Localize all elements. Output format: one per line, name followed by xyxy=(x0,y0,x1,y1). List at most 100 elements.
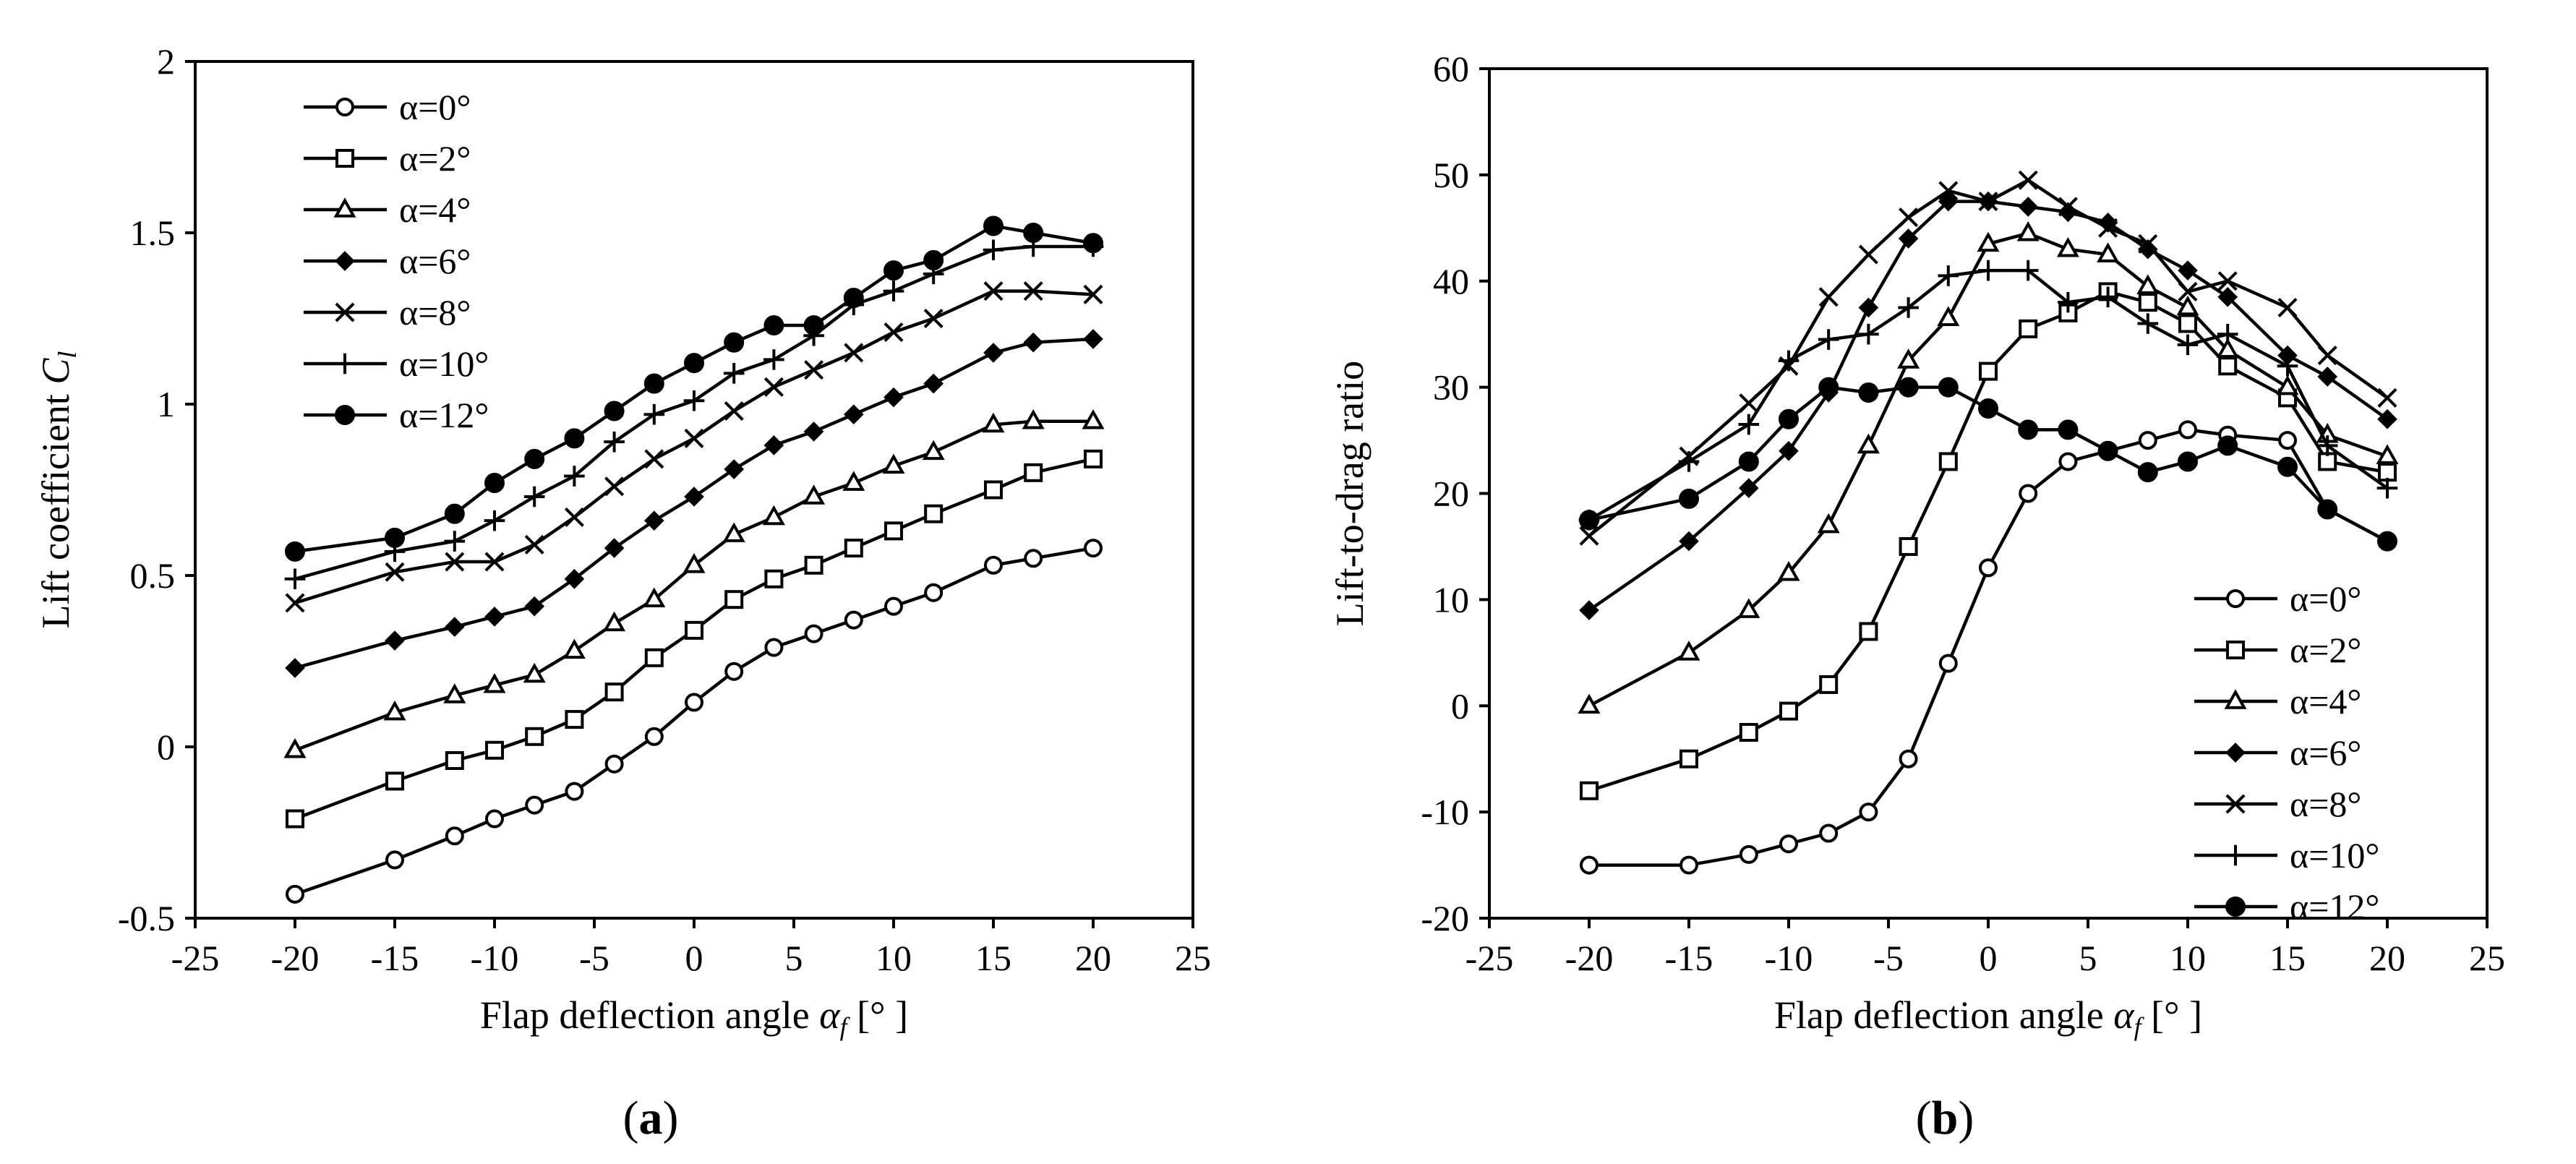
series-diamond-filled xyxy=(1579,191,2397,620)
panel-label: (b) xyxy=(1916,1092,1974,1144)
marker-open-circle xyxy=(884,596,903,616)
marker-plus xyxy=(2058,291,2079,313)
marker-x xyxy=(2138,234,2158,254)
marker-open-triangle xyxy=(1578,693,1601,714)
marker-x xyxy=(1023,281,1043,301)
marker-filled-circle xyxy=(643,373,664,394)
marker-open-triangle xyxy=(682,553,706,573)
marker-filled-circle xyxy=(564,428,585,449)
y-tick-label: -0.5 xyxy=(118,898,175,938)
marker-open-triangle xyxy=(2176,295,2199,316)
marker-open-square xyxy=(924,504,943,523)
marker-filled-circle xyxy=(1738,451,1759,472)
marker-open-circle xyxy=(2178,420,2197,440)
marker-filled-circle xyxy=(2225,896,2246,917)
marker-open-square xyxy=(385,771,404,791)
marker-open-circle xyxy=(1779,834,1798,854)
marker-filled-circle xyxy=(684,353,704,374)
series-line xyxy=(294,546,1094,896)
legend: α=0° α=2° α=4° α=6° α=8° α=10° α=12° xyxy=(2194,578,2379,927)
marker-filled-diamond xyxy=(923,373,944,394)
marker-open-circle xyxy=(2058,452,2078,471)
legend-label: α=12° xyxy=(399,395,489,435)
marker-filled-diamond xyxy=(385,630,405,651)
marker-filled-circle xyxy=(1818,377,1839,398)
marker-filled-diamond xyxy=(2178,260,2198,281)
series-triangle-open xyxy=(283,408,1105,758)
marker-open-triangle xyxy=(2376,444,2399,464)
marker-open-square xyxy=(2378,463,2397,482)
marker-plus xyxy=(723,363,745,384)
marker-x xyxy=(1739,393,1759,414)
marker-filled-circle xyxy=(923,249,944,270)
panel-label-letter: b xyxy=(1932,1092,1959,1144)
marker-open-square xyxy=(1979,361,1998,381)
marker-open-triangle xyxy=(1737,598,1760,618)
legend-item: α=12° xyxy=(2194,886,2379,927)
marker-plus xyxy=(444,531,466,552)
marker-filled-circle xyxy=(2178,451,2198,472)
marker-open-square xyxy=(1024,463,1043,482)
marker-open-square xyxy=(565,710,584,729)
x-tick-label: 15 xyxy=(975,938,1011,978)
marker-plus xyxy=(523,486,545,508)
marker-open-square xyxy=(2218,356,2238,376)
x-axis-label-unit-close: ] xyxy=(895,993,908,1037)
marker-filled-circle xyxy=(444,503,465,524)
legend-label: α=0° xyxy=(2290,578,2361,619)
legend-label: α=2° xyxy=(2290,630,2361,670)
marker-plus xyxy=(334,353,356,375)
marker-open-triangle xyxy=(1777,560,1800,581)
marker-plus xyxy=(983,239,1004,260)
marker-x xyxy=(763,377,784,397)
marker-filled-diamond xyxy=(444,617,465,637)
marker-open-square xyxy=(604,682,624,702)
marker-open-triangle xyxy=(603,611,626,632)
marker-plus xyxy=(2376,477,2398,499)
marker-open-square xyxy=(1859,622,1878,641)
marker-open-triangle xyxy=(383,700,406,721)
marker-open-circle xyxy=(2019,484,2038,503)
legend-item: α=0° xyxy=(304,87,471,127)
y-axis-label: Lift coefficient Cl xyxy=(34,351,82,629)
marker-open-triangle xyxy=(2216,338,2239,359)
marker-filled-diamond xyxy=(1579,600,1599,620)
marker-plus xyxy=(2097,286,2118,308)
legend-label: α=10° xyxy=(2290,835,2379,876)
marker-x xyxy=(2098,218,2118,238)
marker-filled-circle xyxy=(2097,440,2118,461)
legend-label: α=4° xyxy=(2290,681,2361,722)
marker-open-circle xyxy=(286,884,304,904)
legend-label: α=6° xyxy=(399,241,471,281)
legend-item: α=2° xyxy=(2194,630,2361,670)
marker-plus xyxy=(1977,260,1999,281)
marker-open-circle xyxy=(644,727,664,746)
marker-open-square xyxy=(1819,675,1839,694)
series-line xyxy=(1589,428,2389,867)
marker-x xyxy=(524,534,544,555)
marker-open-square xyxy=(2138,293,2157,312)
marker-x xyxy=(484,552,505,572)
y-axis-label-subscript: l xyxy=(53,351,82,359)
legend-label: α=0° xyxy=(399,87,471,127)
marker-x xyxy=(285,593,305,613)
marker-filled-diamond xyxy=(2217,286,2238,307)
marker-open-square xyxy=(724,590,744,609)
marker-open-circle xyxy=(1580,855,1599,875)
marker-open-circle xyxy=(525,795,544,815)
legend-item: α=10° xyxy=(2194,835,2379,876)
x-tick-label: -15 xyxy=(371,938,419,978)
x-axis-label-unit-close: ] xyxy=(2189,993,2202,1037)
marker-open-triangle xyxy=(2016,221,2040,241)
marker-open-square xyxy=(2019,319,2038,338)
marker-open-circle xyxy=(445,826,464,846)
marker-filled-diamond xyxy=(643,510,664,531)
marker-x xyxy=(1978,192,1998,212)
marker-filled-circle xyxy=(1938,377,1959,398)
marker-filled-diamond xyxy=(1023,332,1044,353)
marker-open-triangle xyxy=(283,738,307,758)
series-circle-filled xyxy=(285,215,1103,562)
marker-filled-diamond xyxy=(843,404,864,425)
marker-filled-diamond xyxy=(484,607,505,627)
marker-x xyxy=(2317,346,2337,366)
